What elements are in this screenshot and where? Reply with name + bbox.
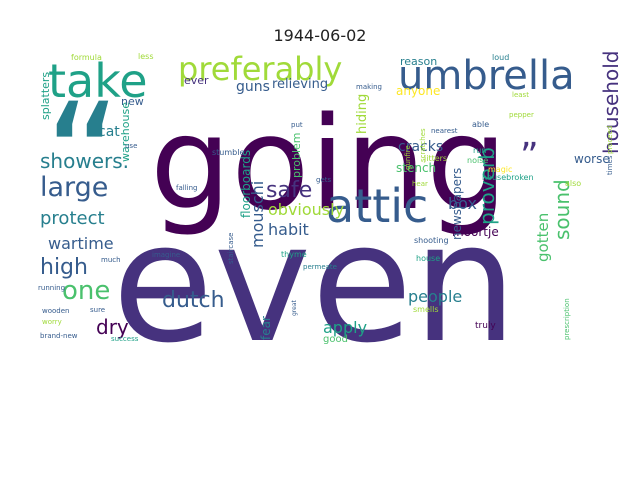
word-2: even	[112, 187, 517, 379]
word-45: formula	[71, 53, 102, 62]
word-52: run	[473, 146, 486, 155]
word-71: gets	[316, 176, 331, 184]
word-40: warehouse	[119, 102, 132, 162]
word-86: “	[44, 72, 122, 246]
chart-title: 1944-06-02	[273, 26, 367, 45]
word-57: also	[565, 179, 581, 188]
word-80: sure	[90, 306, 105, 314]
word-56: housebroken	[482, 173, 534, 182]
word-28: people	[408, 287, 462, 306]
word-48: least	[512, 91, 529, 99]
word-61: smells	[413, 305, 439, 314]
word-69: stumble	[212, 148, 244, 157]
word-79: wooden	[42, 307, 69, 315]
word-6: attic	[326, 179, 428, 233]
word-59: prescription	[563, 298, 571, 340]
word-70: falling	[176, 184, 197, 192]
word-14: safe	[266, 178, 312, 203]
word-49: pepper	[509, 111, 534, 119]
word-63: hear	[412, 180, 428, 188]
word-17: new	[121, 95, 144, 108]
word-37: reason	[400, 55, 437, 68]
word-65: gunfire	[404, 145, 412, 170]
word-13: dutch	[162, 288, 225, 313]
word-67: put	[291, 121, 303, 129]
word-21: obviously	[268, 200, 344, 219]
word-53: noise	[467, 156, 488, 165]
word-38: worse	[574, 152, 610, 166]
word-8: showers.	[40, 149, 129, 173]
word-54: magic	[488, 165, 512, 174]
word-83: success	[111, 335, 139, 343]
word-60: truly	[475, 321, 496, 331]
word-62: house	[416, 254, 440, 263]
word-19: relieving	[272, 77, 328, 92]
word-33: hiding	[355, 94, 370, 134]
word-27: gotten	[534, 213, 552, 262]
word-51: able	[472, 120, 489, 129]
word-78: running	[38, 284, 65, 292]
word-55: jitters	[423, 154, 447, 163]
word-64: nearest	[431, 127, 458, 135]
word-15: wartime	[48, 234, 114, 253]
word-42: fear	[259, 316, 273, 340]
word-25: sound	[550, 179, 574, 240]
word-23: mouschi	[248, 181, 267, 248]
word-34: cracks	[398, 139, 443, 155]
word-11: high	[40, 255, 88, 280]
word-72: shooting	[414, 236, 449, 245]
word-84: great	[291, 299, 298, 316]
word-58: times	[606, 155, 614, 175]
word-16: cat	[98, 124, 120, 140]
word-12: dry	[96, 315, 129, 339]
word-29: apply	[323, 318, 367, 337]
word-22: habit	[268, 220, 309, 239]
word-87: ”	[520, 136, 539, 177]
word-85: use	[125, 142, 137, 150]
word-50: proceed	[606, 126, 614, 154]
word-4: umbrella	[398, 53, 575, 99]
word-31: moortje	[452, 225, 499, 239]
word-1: going	[150, 90, 508, 239]
word-26: proverb	[475, 147, 499, 225]
word-76: imagine	[152, 251, 180, 259]
word-24: household	[599, 51, 623, 154]
word-66: scratches	[419, 128, 427, 162]
word-36: anyone	[396, 84, 440, 98]
word-82: brand-new	[40, 332, 78, 340]
word-41: problem	[290, 132, 303, 178]
word-46: less	[138, 52, 153, 61]
word-18: guns	[236, 79, 270, 95]
word-68: making	[356, 83, 382, 91]
word-30: box	[448, 194, 477, 213]
word-74: thyme	[281, 250, 307, 259]
word-43: good	[323, 334, 348, 345]
word-5: preferably	[178, 50, 342, 88]
word-20: ever	[184, 74, 209, 87]
word-77: much	[101, 256, 121, 264]
word-3: take	[48, 54, 148, 108]
word-73: permeate	[303, 263, 337, 271]
word-7: large	[40, 172, 108, 203]
word-9: protect	[40, 208, 105, 229]
word-39: floorboards	[239, 150, 253, 218]
word-75: staircase	[227, 233, 235, 264]
word-32: newspapers	[450, 168, 464, 240]
word-10: one	[62, 276, 110, 306]
word-44: splatters	[39, 72, 52, 120]
word-35: stench	[396, 161, 436, 175]
word-81: worry	[42, 318, 62, 326]
word-47: loud	[492, 53, 509, 62]
